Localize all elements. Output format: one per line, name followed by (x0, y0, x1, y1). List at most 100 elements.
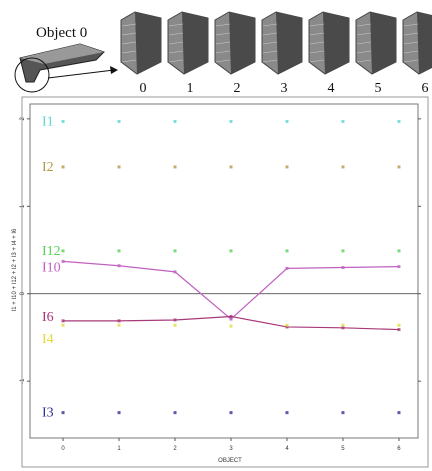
x-tick-label: 6 (397, 446, 401, 452)
data-point (341, 323, 345, 327)
thumbnail-label: 4 (328, 81, 335, 96)
thumbnails: 0 1 2 3 4 5 6 (120, 11, 432, 96)
data-point (117, 119, 121, 123)
data-point (285, 119, 289, 123)
data-point (285, 266, 289, 270)
data-point (173, 270, 177, 274)
thumb-line (262, 32, 278, 36)
series-label: I2 (42, 160, 54, 175)
data-point (397, 323, 401, 327)
thumb-line (403, 59, 419, 63)
thumb-line (215, 50, 231, 54)
data-point (61, 249, 65, 253)
object-sketch (14, 43, 118, 93)
data-point (229, 165, 233, 169)
frame (21, 96, 429, 468)
thumbnail: 2 (214, 11, 256, 96)
thumb-line (262, 50, 278, 54)
x-tick-label: 2 (173, 446, 177, 452)
data-point (341, 119, 345, 123)
thumbnail-label: 5 (375, 81, 382, 96)
series-label: I10 (42, 260, 61, 275)
data-point (117, 264, 121, 268)
data-point (61, 119, 65, 123)
thumb-line (121, 50, 137, 54)
data-point (397, 265, 401, 269)
thumb-line (356, 59, 372, 63)
y-tick-label: 2 (20, 117, 26, 121)
thumbnail: 1 (167, 11, 209, 96)
data-point (285, 249, 289, 253)
data-point (229, 317, 233, 321)
series-label: I4 (42, 332, 54, 347)
series-label: I3 (42, 406, 54, 421)
thumb-face (135, 12, 161, 74)
data-point (397, 411, 401, 415)
data-point (117, 411, 121, 415)
thumbnail: 4 (308, 11, 350, 96)
thumb-line (262, 23, 278, 27)
thumb-line (121, 32, 137, 36)
plot-area (29, 103, 419, 439)
thumb-line (121, 23, 137, 27)
data-point (341, 411, 345, 415)
thumb-line (356, 32, 372, 36)
thumb-face (417, 12, 432, 74)
thumb-line (356, 41, 372, 45)
thumb-line (121, 41, 137, 45)
thumb-line (403, 50, 419, 54)
thumb-line (309, 32, 325, 36)
thumb-line (356, 23, 372, 27)
thumbnail-label: 2 (234, 81, 241, 96)
thumb-line (168, 41, 184, 45)
data-point (397, 249, 401, 253)
y-tick-label: 0 (20, 291, 26, 295)
thumbnail-label: 6 (422, 81, 429, 96)
thumb-line (309, 23, 325, 27)
thumb-line (168, 59, 184, 63)
data-point (285, 411, 289, 415)
thumbnail: 3 (261, 11, 303, 96)
thumb-line (215, 32, 231, 36)
data-point (61, 411, 65, 415)
thumb-face (370, 12, 396, 74)
data-point (173, 249, 177, 253)
thumb-line (309, 50, 325, 54)
thumb-line (262, 59, 278, 63)
thumbnail: 0 (120, 11, 162, 96)
thumb-face (276, 12, 302, 74)
data-point (341, 266, 345, 270)
thumb-line (356, 50, 372, 54)
data-point (285, 325, 289, 329)
thumb-line (309, 41, 325, 45)
thumbnail: 6 (402, 11, 432, 96)
x-tick-label: 4 (285, 446, 289, 452)
thumb-line (215, 41, 231, 45)
data-point (117, 165, 121, 169)
data-point (341, 249, 345, 253)
data-point (61, 259, 65, 263)
data-point (341, 326, 345, 330)
data-point (229, 411, 233, 415)
data-point (61, 319, 65, 323)
data-point (61, 165, 65, 169)
data-point (173, 165, 177, 169)
x-tick-label: 3 (229, 446, 233, 452)
y-tick-label: 1 (20, 204, 26, 208)
series-label: I6 (42, 310, 54, 325)
y-tick-label: -1 (20, 378, 26, 384)
data-point (117, 323, 121, 327)
data-point (397, 165, 401, 169)
thumbnail-label: 3 (281, 81, 288, 96)
thumb-line (403, 41, 419, 45)
x-tick-label: 5 (341, 446, 345, 452)
data-point (397, 328, 401, 332)
data-point (117, 249, 121, 253)
thumb-line (121, 59, 137, 63)
data-point (173, 318, 177, 322)
data-point (173, 411, 177, 415)
thumb-line (403, 23, 419, 27)
x-tick-label: 0 (61, 446, 65, 452)
